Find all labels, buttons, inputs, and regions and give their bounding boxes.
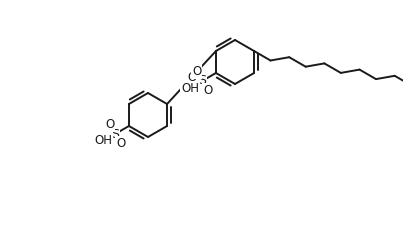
Text: O: O <box>116 137 125 150</box>
Text: O: O <box>192 65 201 78</box>
Text: O: O <box>105 118 114 131</box>
Text: OH: OH <box>181 81 199 94</box>
Text: O: O <box>187 71 196 84</box>
Text: S: S <box>198 75 206 88</box>
Text: O: O <box>203 84 212 97</box>
Text: S: S <box>111 127 119 140</box>
Text: OH: OH <box>94 135 112 148</box>
